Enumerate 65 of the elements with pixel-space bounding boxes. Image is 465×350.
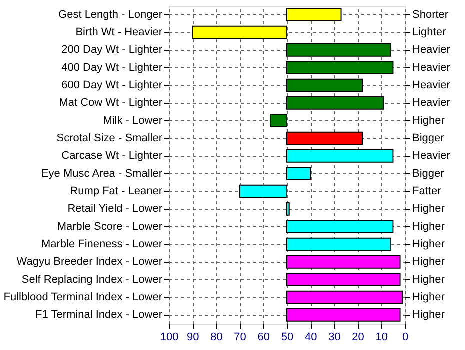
x-tick-label: 10	[376, 332, 388, 344]
y-tick-label: Wagyu Breeder Index - Lower	[16, 256, 163, 268]
y-tick-label: Retail Yield - Lower	[68, 203, 163, 216]
y-tick-label: Fullblood Terminal Index - Lower	[4, 292, 163, 304]
bar	[286, 149, 394, 163]
bar	[286, 96, 384, 110]
y2-tick-label: Lighter	[412, 26, 446, 38]
y-tick-label: Scrotal Size - Smaller	[56, 132, 163, 144]
y2-tick-label: Higher	[412, 203, 446, 216]
y2-tick-label: Higher	[412, 220, 446, 233]
bar	[286, 220, 394, 234]
y2-tick-label: Bigger	[412, 132, 445, 144]
x-tick-label: 30	[328, 332, 341, 344]
x-tick-label: 70	[234, 332, 246, 344]
y2-tick-label: Shorter	[412, 8, 449, 21]
bar	[286, 78, 364, 92]
bar	[286, 8, 342, 22]
bar	[286, 238, 392, 252]
y-tick-label: Eye Musc Area - Smaller	[41, 168, 163, 180]
bar	[286, 202, 290, 216]
bar	[286, 132, 364, 146]
bar	[192, 26, 288, 40]
y-tick-label: Carcase Wt - Lighter	[62, 150, 163, 162]
bar	[239, 184, 288, 198]
x-tick-label: 50	[281, 332, 294, 344]
y-tick-label: Marble Fineness - Lower	[41, 238, 163, 250]
y-tick-label: Birth Wt - Heavier	[76, 26, 163, 38]
x-tick-label: 80	[210, 332, 223, 344]
y-tick-label: F1 Terminal Index - Lower	[36, 309, 163, 322]
x-tick-label: 60	[258, 332, 270, 344]
y2-tick-label: Heavier	[412, 150, 451, 162]
bar	[286, 255, 401, 269]
y2-tick-label: Heavier	[412, 97, 451, 110]
y-tick-label: Rump Fat - Leaner	[70, 186, 163, 198]
bar	[286, 43, 392, 57]
bar	[286, 290, 404, 304]
y2-tick-label: Higher	[412, 256, 446, 268]
x-tick-label: 0	[402, 332, 409, 344]
y-tick-label: 600 Day Wt - Lighter	[62, 80, 163, 92]
y-tick-label: Mat Cow Wt - Lighter	[59, 97, 163, 110]
bar	[270, 114, 288, 128]
bar	[286, 273, 401, 287]
y2-tick-label: Heavier	[412, 62, 451, 74]
x-tick-label: 100	[160, 332, 179, 344]
bar	[286, 61, 394, 75]
bar	[286, 308, 401, 322]
y2-tick-label: Higher	[412, 274, 446, 286]
y2-tick-label: Heavier	[412, 44, 451, 56]
y-tick-label: Marble Score - Lower	[57, 220, 163, 233]
y2-tick-label: Higher	[412, 238, 446, 250]
y2-tick-label: Heavier	[412, 80, 451, 92]
x-tick-label: 20	[352, 332, 364, 344]
y-tick-label: Milk - Lower	[103, 114, 163, 127]
y-tick-label: Self Replacing Index - Lower	[22, 274, 163, 286]
x-tick-label: 90	[186, 332, 200, 344]
y-tick-label: Gest Length - Longer	[58, 8, 163, 21]
y2-tick-label: Fatter	[412, 186, 442, 198]
y-tick-label: 200 Day Wt - Lighter	[62, 44, 163, 56]
x-tick-label: 40	[304, 332, 318, 344]
y2-tick-label: Higher	[412, 292, 446, 304]
y2-tick-label: Higher	[412, 114, 446, 127]
y-tick-label: 400 Day Wt - Lighter	[62, 62, 163, 74]
bar	[286, 167, 312, 181]
y2-tick-label: Higher	[412, 309, 446, 322]
y2-tick-label: Bigger	[412, 168, 445, 180]
